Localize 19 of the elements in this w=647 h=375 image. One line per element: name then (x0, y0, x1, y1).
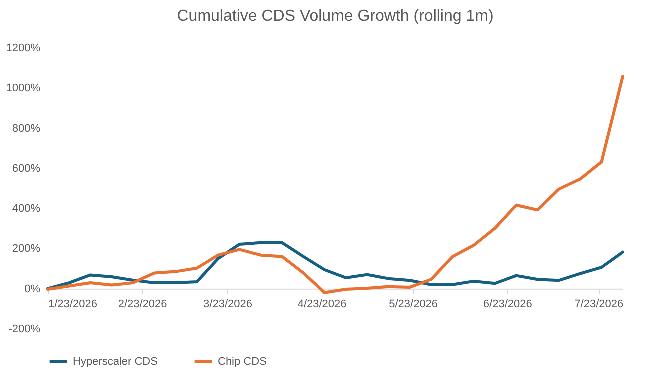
x-tick-label: 4/23/2026 (298, 298, 347, 310)
x-tick-label: 2/23/2026 (118, 298, 168, 310)
y-tick-label: 1000% (6, 82, 41, 95)
y-tick-label: 400% (12, 203, 41, 216)
line-series (46, 75, 624, 294)
legend-label: Hyperscaler CDS (73, 356, 158, 368)
y-tick-label: 800% (12, 122, 41, 135)
y-tick-label: -200% (8, 324, 41, 336)
y-tick-label: 600% (12, 162, 41, 175)
y-tick-label: 200% (12, 243, 41, 256)
y-tick-label: 0% (24, 283, 41, 296)
x-tick-label: 3/23/2026 (204, 298, 252, 310)
y-tick-label: 1200% (6, 42, 41, 54)
chart-title: Cumulative CDS Volume Growth (rolling 1m) (177, 8, 494, 25)
x-tick-label: 5/23/2026 (389, 298, 438, 310)
x-tick-label: 6/23/2026 (483, 298, 532, 310)
legend-label: Chip CDS (218, 356, 267, 368)
x-tick-label: 7/23/2026 (574, 298, 624, 310)
x-tick-label: 1/23/2026 (48, 298, 98, 310)
